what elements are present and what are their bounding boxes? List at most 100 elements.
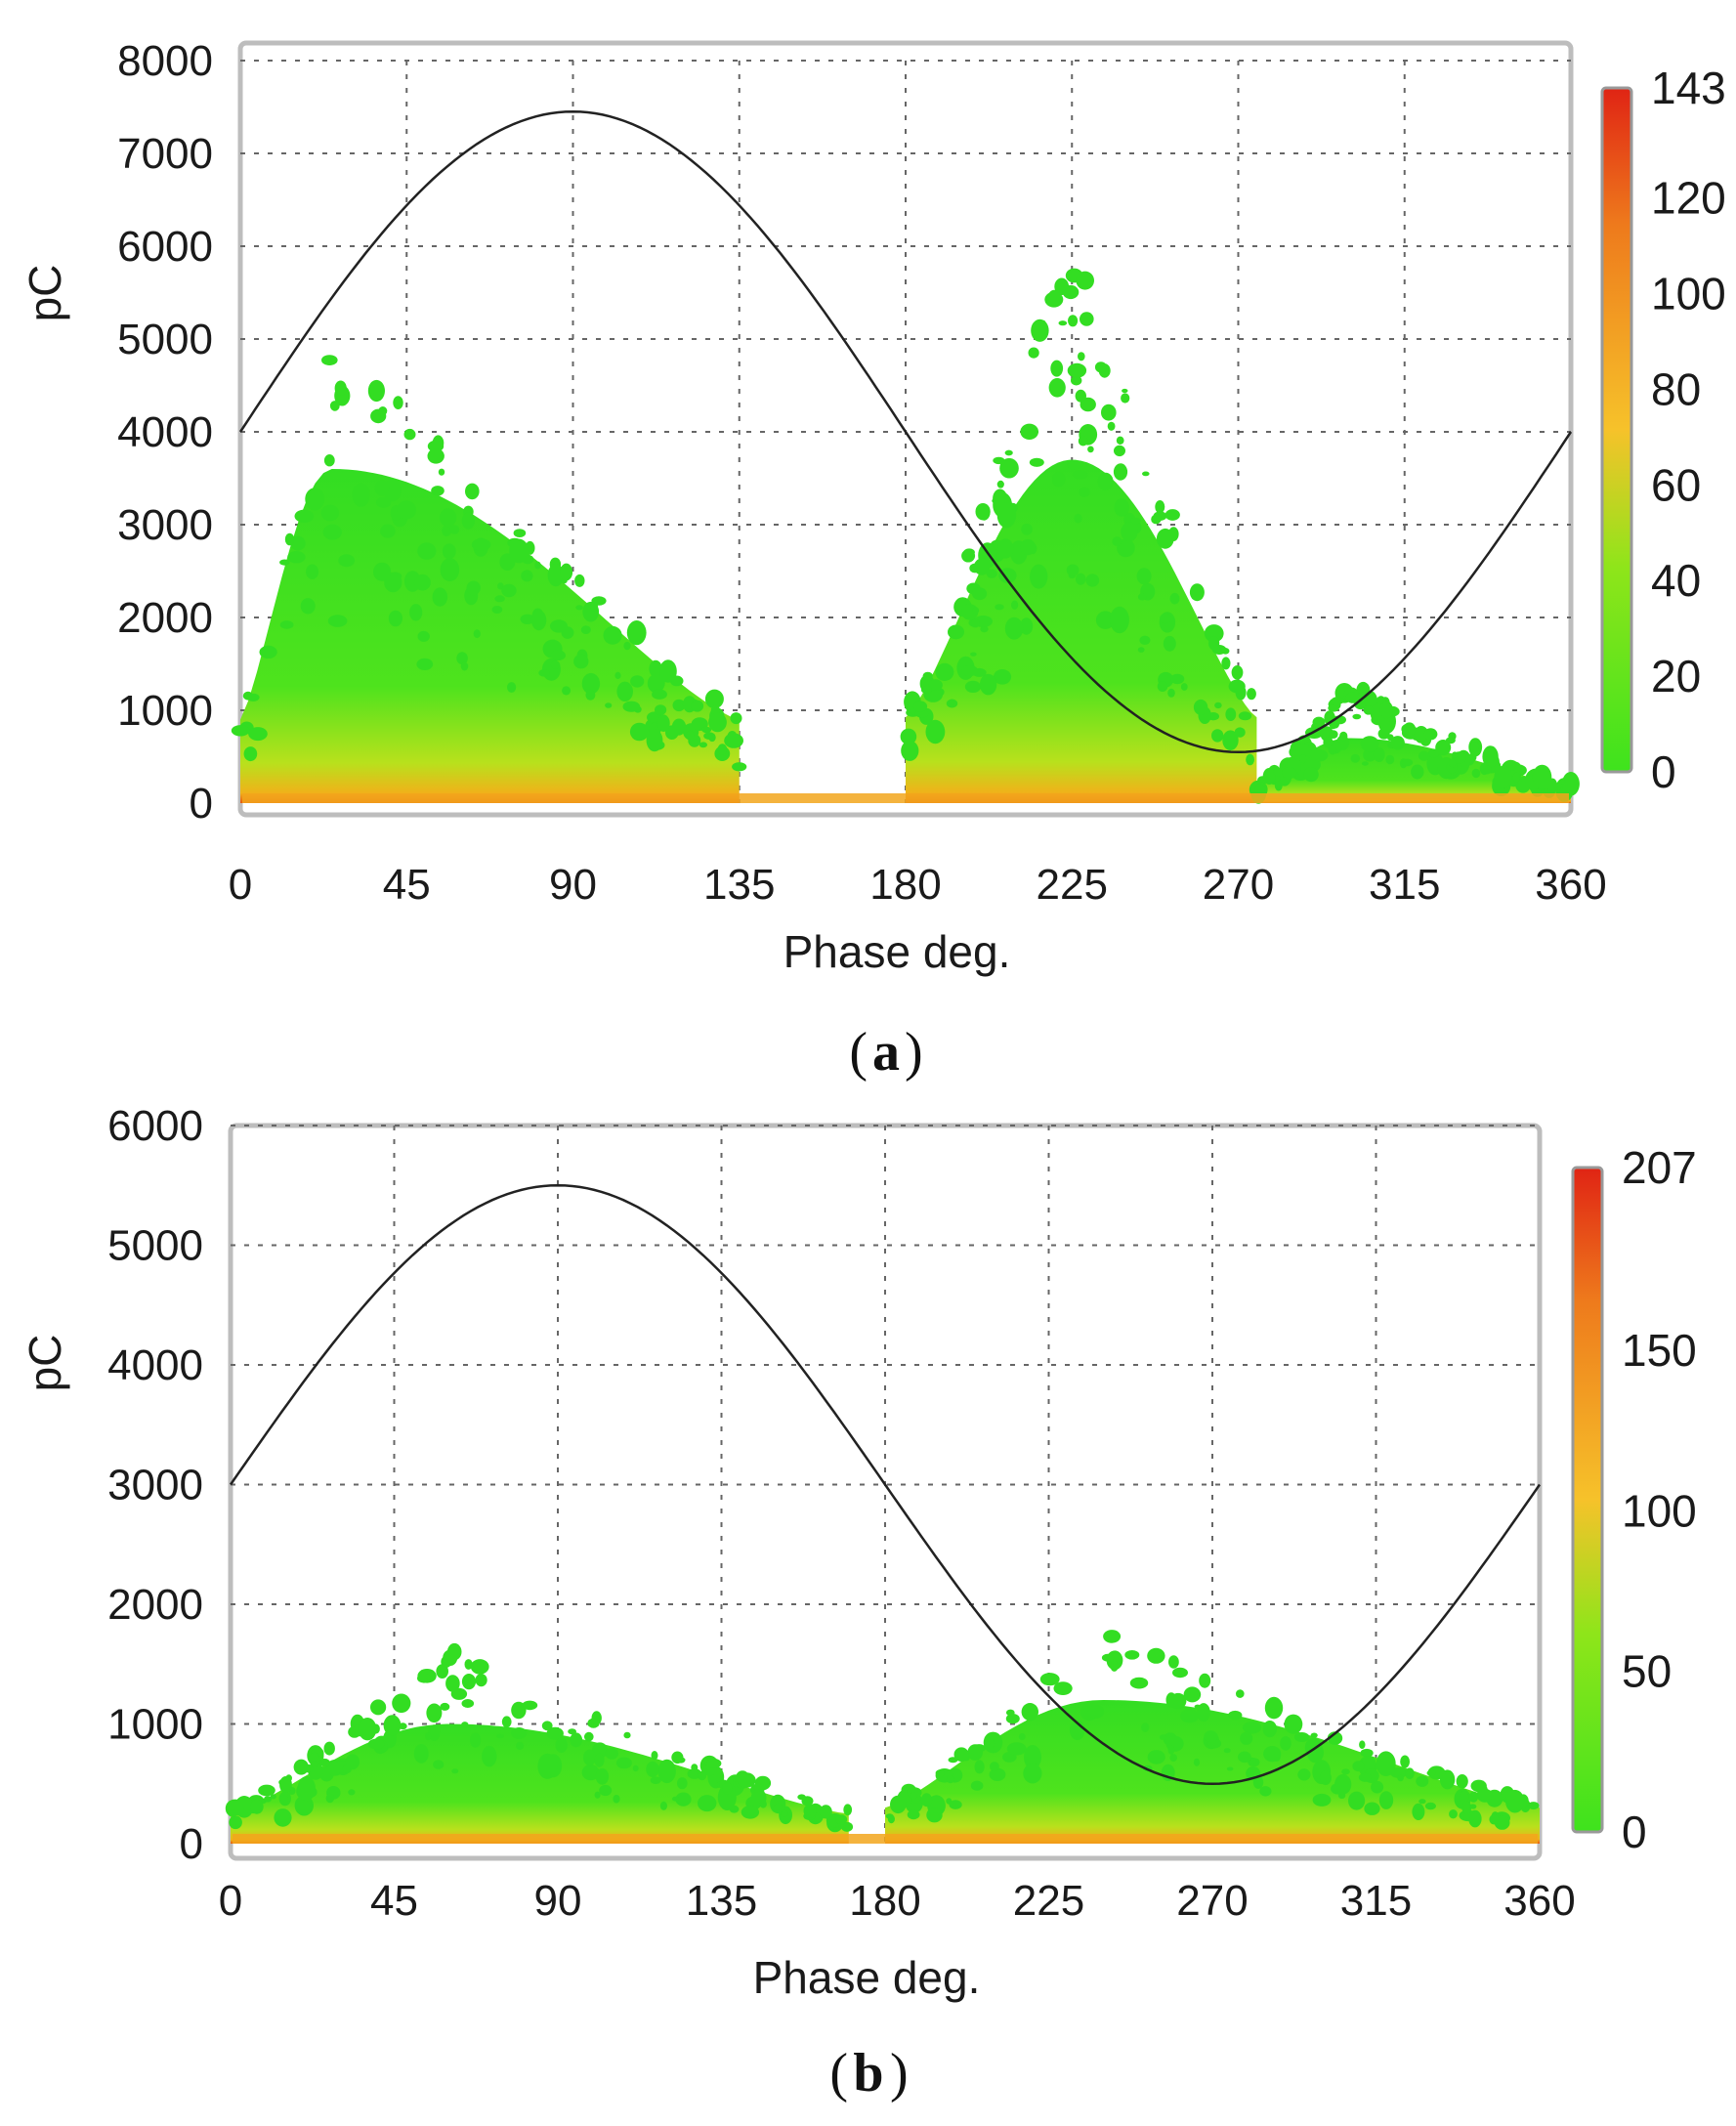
scatter-point bbox=[581, 672, 601, 695]
scatter-point bbox=[1363, 705, 1375, 715]
scatter-point bbox=[461, 512, 475, 530]
scatter-point bbox=[599, 1784, 613, 1797]
scatter-point bbox=[464, 1659, 473, 1670]
scatter-point bbox=[1411, 764, 1424, 780]
scatter-point bbox=[1456, 1774, 1468, 1789]
scatter-point bbox=[773, 1803, 784, 1814]
x-tick-label: 225 bbox=[1013, 1877, 1084, 1925]
scatter-point bbox=[759, 1800, 767, 1808]
scatter-point bbox=[306, 564, 319, 579]
x-tick-label: 0 bbox=[219, 1877, 242, 1925]
scatter-point bbox=[1066, 564, 1080, 576]
scatter-point bbox=[1030, 564, 1048, 589]
scatter-point bbox=[671, 718, 687, 736]
scatter-point bbox=[562, 686, 572, 696]
scatter-point bbox=[1405, 1767, 1415, 1779]
x-tick-label: 45 bbox=[383, 861, 431, 909]
scatter-point bbox=[501, 1716, 512, 1728]
scatter-point bbox=[1471, 768, 1481, 779]
scatter-point bbox=[1005, 1709, 1015, 1717]
scatter-point bbox=[440, 1702, 450, 1711]
scatter-point bbox=[392, 1693, 411, 1714]
scatter-point bbox=[311, 1761, 318, 1768]
scatter-point bbox=[910, 1792, 917, 1800]
scatter-point bbox=[1114, 445, 1125, 457]
scatter-point bbox=[1029, 457, 1044, 467]
scatter-point bbox=[1080, 397, 1096, 412]
scatter-point bbox=[270, 1794, 276, 1800]
scatter-point bbox=[432, 587, 448, 607]
scatter-point bbox=[1156, 528, 1174, 549]
scatter-point bbox=[446, 1642, 462, 1661]
scatter-point bbox=[1359, 1740, 1366, 1749]
scatter-point bbox=[614, 671, 621, 680]
y-ticks-a: 0 1000 2000 3000 4000 5000 6000 7000 8000 bbox=[117, 37, 213, 828]
colorbar-tick-label: 120 bbox=[1651, 173, 1726, 224]
scatter-point bbox=[704, 689, 724, 709]
scatter-point bbox=[979, 673, 997, 696]
svg-text:(: ( bbox=[849, 1022, 868, 1083]
scatter-point bbox=[1097, 472, 1114, 490]
scatter-point bbox=[413, 1744, 429, 1764]
scatter-point bbox=[980, 625, 989, 633]
scatter-point bbox=[998, 568, 1017, 583]
scatter-point bbox=[465, 483, 480, 500]
scatter-point bbox=[946, 1775, 954, 1784]
scatter-point bbox=[1459, 1790, 1469, 1804]
scatter-point bbox=[1247, 688, 1256, 701]
scatter-point bbox=[320, 504, 340, 522]
scatter-point bbox=[1214, 702, 1222, 709]
colorbar-tick-label: 0 bbox=[1622, 1807, 1647, 1857]
scatter-point bbox=[1249, 1758, 1260, 1766]
scatter-point bbox=[671, 1796, 680, 1802]
scatter-point bbox=[329, 401, 340, 411]
scatter-point bbox=[1400, 1755, 1410, 1768]
scatter-point bbox=[1204, 1730, 1218, 1743]
x-tick-label: 45 bbox=[370, 1877, 418, 1925]
scatter-point bbox=[701, 726, 712, 734]
scatter-point bbox=[1341, 1768, 1350, 1775]
scatter-point bbox=[436, 1664, 449, 1679]
y-axis-label-b: pC bbox=[20, 1335, 70, 1392]
scatter-point bbox=[530, 610, 547, 631]
scatter-point bbox=[449, 525, 460, 534]
scatter-point bbox=[1378, 1791, 1394, 1809]
scatter-point bbox=[279, 1795, 288, 1802]
scatter-point bbox=[534, 561, 541, 570]
scatter-point bbox=[1068, 315, 1079, 327]
scatter-point bbox=[1280, 1736, 1291, 1751]
scatter-point bbox=[623, 641, 631, 651]
scatter-point bbox=[732, 762, 747, 772]
scatter-point bbox=[1532, 764, 1552, 789]
scatter-point bbox=[1130, 517, 1141, 525]
scatter-point bbox=[1155, 500, 1165, 514]
y-tick-label: 2000 bbox=[117, 594, 213, 642]
scatter-point bbox=[1021, 523, 1033, 535]
scatter-point bbox=[1319, 1770, 1332, 1786]
scatter-point bbox=[1449, 758, 1457, 768]
scatter-point bbox=[1039, 1673, 1060, 1686]
scatter-point bbox=[334, 380, 347, 396]
scatter-point bbox=[921, 685, 932, 694]
scatter-point bbox=[1231, 665, 1244, 680]
scatter-point bbox=[1078, 436, 1088, 446]
scatter-point bbox=[1129, 1677, 1149, 1689]
scatter-point bbox=[603, 625, 622, 645]
scatter-point bbox=[1139, 635, 1151, 645]
scatter-point bbox=[996, 502, 1017, 529]
scatter-point bbox=[1142, 471, 1150, 477]
scatter-point bbox=[433, 1760, 445, 1769]
svg-text:(: ( bbox=[829, 2043, 848, 2104]
scatter-point bbox=[1461, 1801, 1472, 1814]
scatter-point bbox=[1306, 1742, 1324, 1764]
scatter-point bbox=[1024, 1745, 1041, 1769]
scatter-point bbox=[801, 1796, 814, 1807]
scatter-point bbox=[345, 1754, 360, 1770]
scatter-point bbox=[520, 614, 535, 624]
scatter-point bbox=[470, 1659, 489, 1675]
scatter-point bbox=[442, 543, 456, 560]
scatter-point bbox=[584, 1731, 594, 1742]
scatter-point bbox=[1311, 723, 1319, 731]
scatter-point bbox=[659, 659, 677, 683]
scatter-point bbox=[229, 1815, 242, 1830]
